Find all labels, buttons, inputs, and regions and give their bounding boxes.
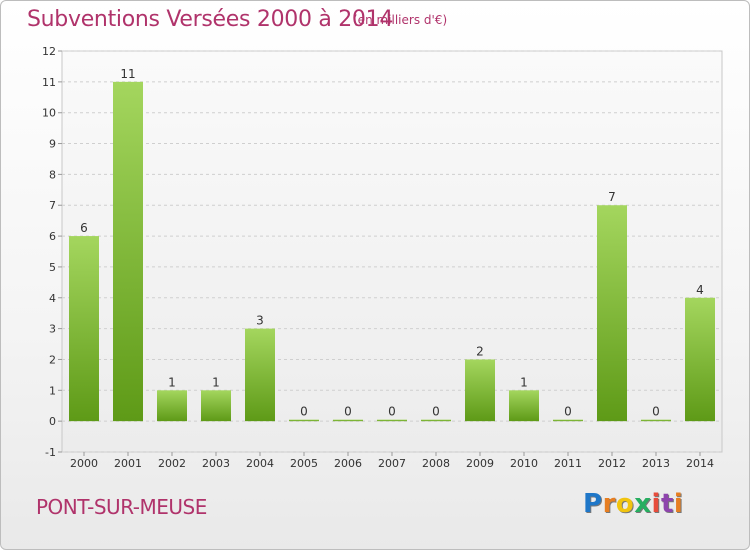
x-tick-label: 2008 bbox=[422, 457, 450, 470]
x-axis-ticks: 2000 2001 2002 2003 2004 2005 2006 2007 2008 2009… bbox=[70, 452, 714, 470]
data-label-2005: 0 bbox=[300, 405, 308, 419]
x-tick-label: 2012 bbox=[598, 457, 626, 470]
logo-letter: P bbox=[583, 489, 603, 519]
logo-letter: x bbox=[634, 489, 652, 519]
bar-2012[interactable] bbox=[597, 205, 627, 422]
data-label-2002: 1 bbox=[168, 375, 176, 389]
bar-2006[interactable] bbox=[333, 419, 363, 422]
data-label-2004: 3 bbox=[256, 314, 264, 328]
x-tick-label: 2003 bbox=[202, 457, 230, 470]
data-label-2010: 1 bbox=[520, 375, 528, 389]
data-label-2003: 1 bbox=[212, 375, 220, 389]
x-tick-label: 2001 bbox=[114, 457, 142, 470]
logo-letter: o bbox=[615, 489, 635, 519]
chart-subtitle: (en milliers d'€) bbox=[353, 13, 448, 27]
data-label-2001: 11 bbox=[120, 67, 135, 81]
x-tick-label: 2010 bbox=[510, 457, 538, 470]
x-tick-label: 2011 bbox=[554, 457, 582, 470]
bars bbox=[69, 81, 715, 422]
bar-2013[interactable] bbox=[641, 419, 671, 422]
data-label-2007: 0 bbox=[388, 405, 396, 419]
bar-2009[interactable] bbox=[465, 359, 495, 422]
x-tick-label: 2013 bbox=[642, 457, 670, 470]
data-label-2014: 4 bbox=[696, 283, 704, 297]
x-tick-label: 2002 bbox=[158, 457, 186, 470]
y-tick-label: 12 bbox=[42, 45, 56, 58]
y-tick-label: 10 bbox=[42, 107, 56, 120]
y-tick-label: 7 bbox=[49, 199, 56, 212]
y-tick-label: 0 bbox=[49, 415, 56, 428]
data-label-2000: 6 bbox=[80, 221, 88, 235]
y-tick-label: 2 bbox=[49, 353, 56, 366]
y-tick-label: 8 bbox=[49, 168, 56, 181]
proxiti-logo[interactable]: Proxiti bbox=[583, 489, 683, 519]
bar-2000[interactable] bbox=[69, 236, 99, 422]
bar-2011[interactable] bbox=[553, 419, 583, 422]
x-tick-label: 2004 bbox=[246, 457, 274, 470]
bar-2007[interactable] bbox=[377, 419, 407, 422]
data-label-2011: 0 bbox=[564, 405, 572, 419]
chart-title: Subventions Versées 2000 à 2014 bbox=[27, 7, 394, 32]
logo-letter: i bbox=[651, 489, 661, 519]
bar-2008[interactable] bbox=[421, 419, 451, 422]
y-tick-label: 5 bbox=[49, 261, 56, 274]
y-tick-label: 11 bbox=[42, 76, 56, 89]
bar-2005[interactable] bbox=[289, 419, 319, 422]
data-label-2009: 2 bbox=[476, 344, 484, 358]
x-tick-label: 2005 bbox=[290, 457, 318, 470]
y-tick-label: 1 bbox=[49, 384, 56, 397]
bar-2014[interactable] bbox=[685, 297, 715, 422]
y-tick-label: 9 bbox=[49, 138, 56, 151]
bar-2001[interactable] bbox=[113, 81, 143, 422]
bar-2010[interactable] bbox=[509, 390, 539, 422]
data-label-2013: 0 bbox=[652, 405, 660, 419]
y-tick-label: -1 bbox=[45, 446, 56, 459]
commune-name: PONT-SUR-MEUSE bbox=[36, 495, 207, 519]
logo-letter: i bbox=[673, 489, 684, 519]
bar-2004[interactable] bbox=[245, 328, 275, 422]
x-tick-label: 2007 bbox=[378, 457, 406, 470]
data-label-2012: 7 bbox=[608, 190, 616, 204]
logo-letter: t bbox=[660, 489, 674, 519]
y-tick-label: 3 bbox=[49, 323, 56, 336]
bar-2002[interactable] bbox=[157, 390, 187, 422]
x-tick-label: 2000 bbox=[70, 457, 98, 470]
y-tick-label: 4 bbox=[49, 292, 56, 305]
bar-2003[interactable] bbox=[201, 390, 231, 422]
logo-letter: r bbox=[602, 489, 616, 519]
x-tick-label: 2009 bbox=[466, 457, 494, 470]
data-label-2006: 0 bbox=[344, 405, 352, 419]
x-tick-label: 2006 bbox=[334, 457, 362, 470]
data-label-2008: 0 bbox=[432, 405, 440, 419]
y-tick-label: 6 bbox=[49, 230, 56, 243]
x-tick-label: 2014 bbox=[686, 457, 714, 470]
